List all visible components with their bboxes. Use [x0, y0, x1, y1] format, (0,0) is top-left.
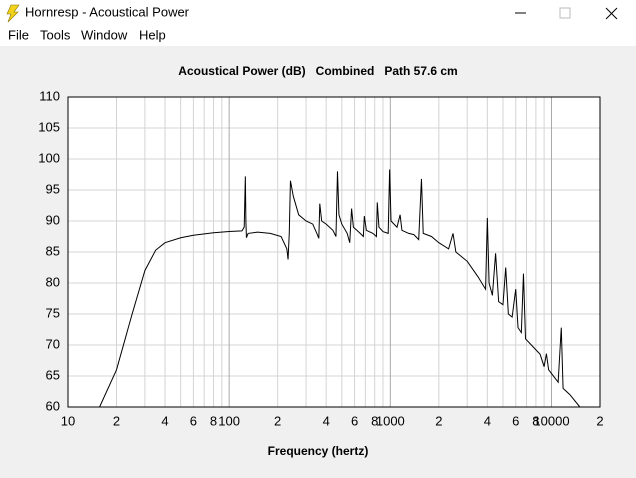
y-tick-label: 90	[46, 212, 60, 227]
x-tick-label: 10000	[533, 413, 569, 428]
marks	[99, 169, 581, 408]
x-tick-label: 8	[210, 413, 217, 428]
menu-item[interactable]: Help	[139, 27, 166, 42]
plot-border	[67, 96, 601, 408]
maximize-button	[559, 7, 571, 19]
x-tick-label: 8	[532, 413, 539, 428]
app-icon	[6, 4, 20, 23]
data-line	[99, 169, 581, 408]
x-tick-label: 2	[435, 413, 442, 428]
x-tick-label: 6	[512, 413, 519, 428]
menu-item[interactable]: Tools	[40, 27, 71, 42]
y-tick-label: 95	[46, 181, 60, 196]
x-tick-label: 2	[113, 413, 120, 428]
y-tick-label: 80	[46, 274, 60, 289]
menu-bar	[0, 26, 636, 46]
menu-item[interactable]: Window	[81, 27, 128, 42]
window-title: Hornresp - Acoustical Power	[25, 4, 190, 19]
x-tick-label: 1000	[376, 413, 405, 428]
title-bar	[0, 0, 636, 26]
y-tick-label: 110	[39, 88, 60, 103]
x-tick-label: 4	[161, 413, 168, 428]
x-tick-label: 4	[323, 413, 330, 428]
y-tick-label: 70	[46, 336, 60, 351]
x-tick-label: 2	[274, 413, 281, 428]
x-tick-label: 10	[61, 413, 75, 428]
x-tick-label: 2	[596, 413, 603, 428]
x-tick-label: 100	[218, 413, 240, 428]
y-tick-label: 100	[38, 150, 60, 165]
menu-item[interactable]: File	[8, 27, 29, 42]
y-tick-label: 60	[46, 398, 60, 413]
y-tick-label: 75	[46, 305, 60, 320]
x-tick-label: 8	[371, 413, 378, 428]
y-tick-label: 105	[38, 119, 60, 134]
x-tick-label: 4	[484, 413, 491, 428]
y-tick-label: 65	[46, 367, 60, 382]
x-tick-label: 6	[351, 413, 358, 428]
x-tick-label: 6	[190, 413, 197, 428]
x-axis-title: Frequency (hertz)	[268, 444, 369, 458]
chart-title: Acoustical Power (dB) Combined Path 57.6…	[178, 64, 457, 78]
close-button[interactable]	[605, 7, 618, 20]
y-tick-label: 85	[46, 243, 60, 258]
